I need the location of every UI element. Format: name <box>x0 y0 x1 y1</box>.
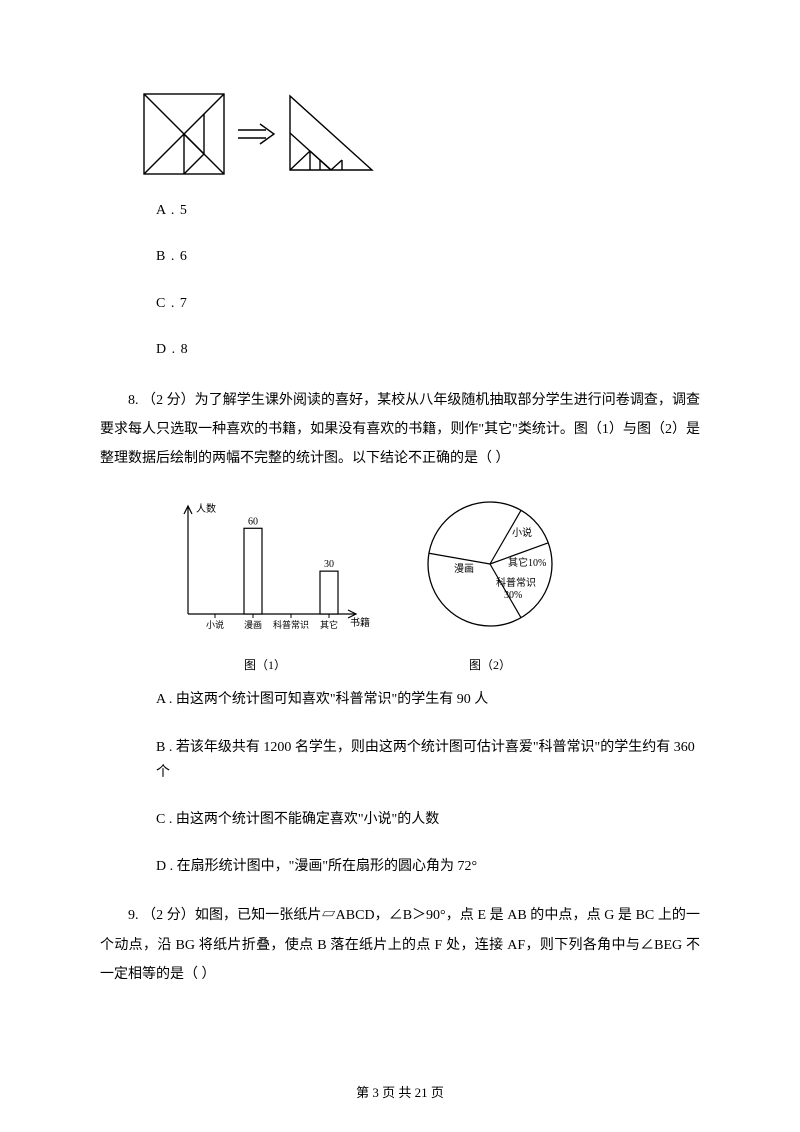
q7-option-c: C . 7 <box>156 293 700 315</box>
bar-chart: 人数书籍 小说 漫画 60 科普常识其它 30 <box>160 492 370 642</box>
tangram-figure <box>140 90 700 178</box>
q8-option-b: B . 若该年级共有 1200 名学生，则由这两个统计图可估计喜爱"科普常识"的… <box>156 735 700 785</box>
svg-text:其它: 其它 <box>320 619 338 630</box>
svg-text:60: 60 <box>248 516 258 527</box>
q9-stem: 9. （2 分）如图，已知一张纸片▱ABCD，∠B＞90°，点 E 是 AB 的… <box>100 901 700 989</box>
arrow-right-icon <box>236 122 276 146</box>
svg-text:其它10%: 其它10% <box>508 556 546 569</box>
svg-text:科普常识: 科普常识 <box>273 619 309 630</box>
pie-chart-caption: 图（2） <box>410 656 570 675</box>
tangram-square-icon <box>140 90 228 178</box>
pie-chart-block: 小说其它10% 科普常识30% 漫画 图（2） <box>410 492 570 676</box>
q8-charts: 人数书籍小说漫画60科普常识其它30 图（1） 小说其它10%科普常识30%漫画… <box>160 492 700 676</box>
tangram-triangle-icon <box>284 90 384 178</box>
svg-text:书籍: 书籍 <box>350 616 370 629</box>
svg-text:漫画: 漫画 <box>244 619 262 630</box>
q8-option-c: C . 由这两个统计图不能确定喜欢"小说"的人数 <box>156 807 700 832</box>
svg-text:科普常识: 科普常识 <box>496 576 536 589</box>
page-footer: 第 3 页 共 21 页 <box>0 1083 800 1104</box>
svg-text:30%: 30% <box>504 590 522 601</box>
q7-option-a: A . 5 <box>156 200 700 222</box>
q8-option-d: D . 在扇形统计图中，"漫画"所在扇形的圆心角为 72° <box>156 854 700 879</box>
bar-chart-block: 人数书籍 小说 漫画 60 科普常识其它 30 图（1） <box>160 492 370 676</box>
page: A . 5 B . 6 C . 7 D . 8 8. （2 分）为了解学生课外阅… <box>0 0 800 1132</box>
pie-chart: 小说其它10% 科普常识30% 漫画 <box>410 492 570 642</box>
svg-text:小说: 小说 <box>206 619 224 630</box>
svg-text:漫画: 漫画 <box>454 563 474 575</box>
svg-text:30: 30 <box>324 559 334 570</box>
q7-option-b: B . 6 <box>156 246 700 268</box>
q7-option-d: D . 8 <box>156 339 700 361</box>
bar-chart-caption: 图（1） <box>160 656 370 675</box>
q8-option-a: A . 由这两个统计图可知喜欢"科普常识"的学生有 90 人 <box>156 687 700 712</box>
svg-text:人数: 人数 <box>196 502 216 515</box>
svg-text:小说: 小说 <box>512 526 532 539</box>
q8-stem: 8. （2 分）为了解学生课外阅读的喜好，某校从八年级随机抽取部分学生进行问卷调… <box>100 386 700 474</box>
